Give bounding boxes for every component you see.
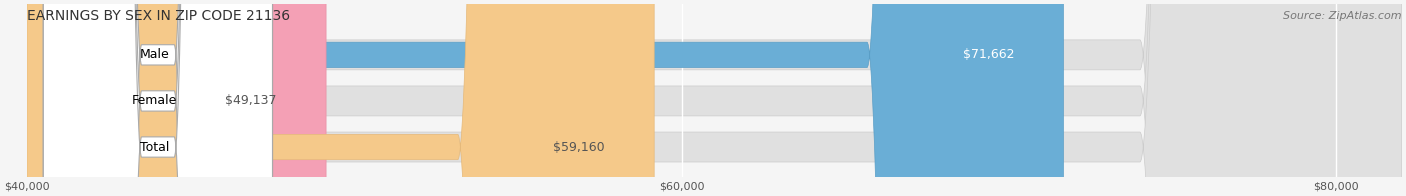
FancyBboxPatch shape: [27, 0, 1402, 196]
Text: Female: Female: [132, 94, 177, 107]
FancyBboxPatch shape: [44, 0, 273, 196]
FancyBboxPatch shape: [27, 0, 1063, 196]
Text: $71,662: $71,662: [963, 48, 1014, 61]
FancyBboxPatch shape: [27, 0, 654, 196]
Text: Source: ZipAtlas.com: Source: ZipAtlas.com: [1284, 11, 1402, 21]
FancyBboxPatch shape: [27, 0, 1402, 196]
FancyBboxPatch shape: [27, 0, 1402, 196]
Text: Total: Total: [141, 141, 169, 153]
FancyBboxPatch shape: [44, 0, 273, 196]
Text: EARNINGS BY SEX IN ZIP CODE 21136: EARNINGS BY SEX IN ZIP CODE 21136: [27, 9, 290, 23]
FancyBboxPatch shape: [27, 0, 326, 196]
FancyBboxPatch shape: [44, 0, 273, 196]
Text: $59,160: $59,160: [554, 141, 605, 153]
Text: Male: Male: [139, 48, 170, 61]
Text: $49,137: $49,137: [225, 94, 277, 107]
